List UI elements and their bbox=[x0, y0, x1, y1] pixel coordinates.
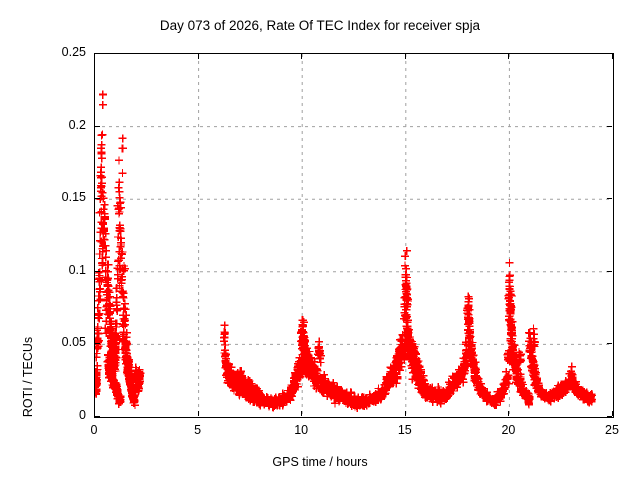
x-tick-label: 10 bbox=[294, 423, 309, 437]
plot-area bbox=[95, 54, 613, 417]
scatter-points bbox=[95, 90, 597, 413]
y-tick-mark bbox=[95, 198, 100, 199]
x-tick-mark bbox=[198, 54, 199, 59]
y-tick-label: 0.2 bbox=[68, 117, 86, 132]
y-tick-label: 0.15 bbox=[61, 190, 86, 205]
x-tick-mark bbox=[508, 411, 509, 416]
x-tick-mark bbox=[94, 54, 95, 59]
y-tick-label: 0 bbox=[79, 408, 86, 422]
y-tick-mark bbox=[95, 126, 100, 127]
x-tick-label: 20 bbox=[501, 423, 516, 437]
x-tick-mark bbox=[612, 411, 613, 416]
y-tick-label: 0.25 bbox=[61, 45, 86, 59]
y-tick-mark bbox=[95, 416, 100, 417]
x-tick-label: 15 bbox=[397, 423, 412, 437]
y-tick-mark bbox=[607, 271, 612, 272]
y-tick-mark bbox=[95, 53, 100, 54]
y-tick-mark bbox=[95, 271, 100, 272]
y-axis-label-wrap: ROTI / TECUs bbox=[10, 155, 35, 417]
x-tick-mark bbox=[301, 54, 302, 59]
y-tick-mark bbox=[607, 416, 612, 417]
x-tick-mark bbox=[405, 411, 406, 416]
x-tick-label: 25 bbox=[605, 423, 619, 437]
x-tick-mark bbox=[508, 54, 509, 59]
x-tick-mark bbox=[94, 411, 95, 416]
x-tick-label: 0 bbox=[90, 423, 98, 437]
y-tick-mark bbox=[95, 343, 100, 344]
x-tick-mark bbox=[198, 411, 199, 416]
x-tick-mark bbox=[612, 54, 613, 59]
y-tick-mark bbox=[607, 343, 612, 344]
chart-title: Day 073 of 2026, Rate Of TEC Index for r… bbox=[159, 18, 481, 33]
x-tick-mark bbox=[301, 411, 302, 416]
x-tick-label: 5 bbox=[194, 423, 202, 437]
plot-frame bbox=[94, 53, 614, 418]
x-tick-mark bbox=[405, 54, 406, 59]
y-tick-mark bbox=[607, 126, 612, 127]
y-tick-label: 0.1 bbox=[68, 262, 86, 277]
y-tick-mark bbox=[607, 198, 612, 199]
x-axis-label: GPS time / hours bbox=[272, 455, 368, 469]
y-tick-mark bbox=[607, 53, 612, 54]
y-tick-label: 0.05 bbox=[61, 335, 86, 350]
y-axis-label: ROTI / TECUs bbox=[21, 336, 35, 418]
